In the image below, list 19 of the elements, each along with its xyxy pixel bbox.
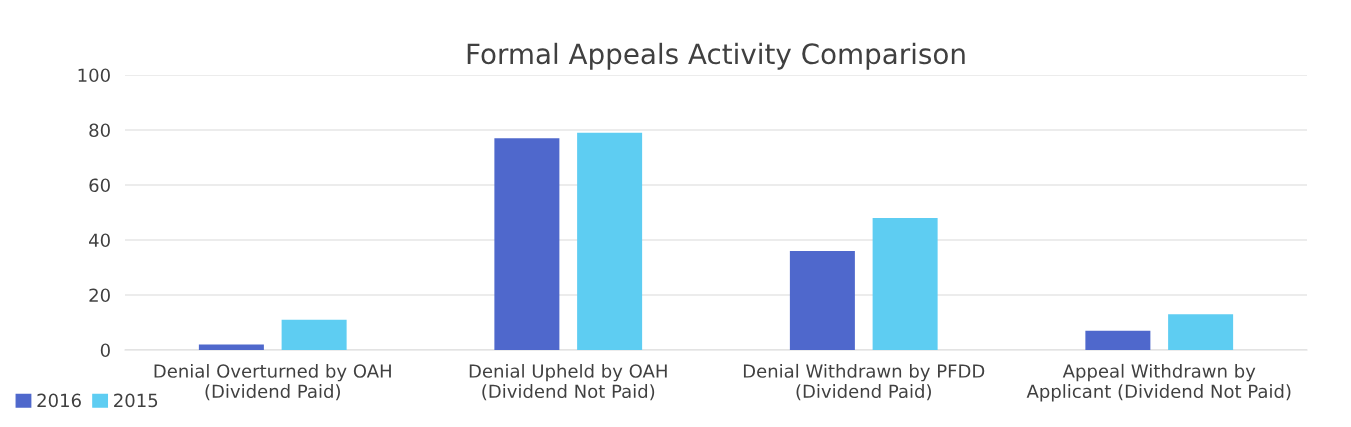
- y-tick-label: 100: [78, 68, 110, 83]
- bar: [1085, 330, 1151, 350]
- chart-title: Formal Appeals Activity Comparison: [467, 42, 965, 70]
- y-tick-label: 0: [100, 343, 110, 358]
- y-tick-label: 80: [89, 123, 110, 138]
- y-tick-label: 40: [89, 233, 110, 248]
- x-tick-label: Denial Upheld by OAH (Dividend Not Paid): [469, 363, 667, 401]
- bar: [872, 218, 938, 350]
- bar: [494, 138, 560, 350]
- bar: [577, 132, 643, 350]
- y-tick-label: 60: [89, 178, 110, 193]
- legend-label: 2016: [37, 393, 81, 408]
- x-tick-label: Denial Withdrawn by PFDD (Dividend Paid): [743, 363, 985, 401]
- y-tick-label: 20: [89, 288, 110, 303]
- bar: [789, 251, 855, 350]
- bar: [198, 344, 264, 350]
- bar: [1168, 314, 1234, 350]
- bar: [281, 319, 347, 350]
- x-tick-label: Appeal Withdrawn by Applicant (Dividend Not Paid): [1026, 363, 1291, 402]
